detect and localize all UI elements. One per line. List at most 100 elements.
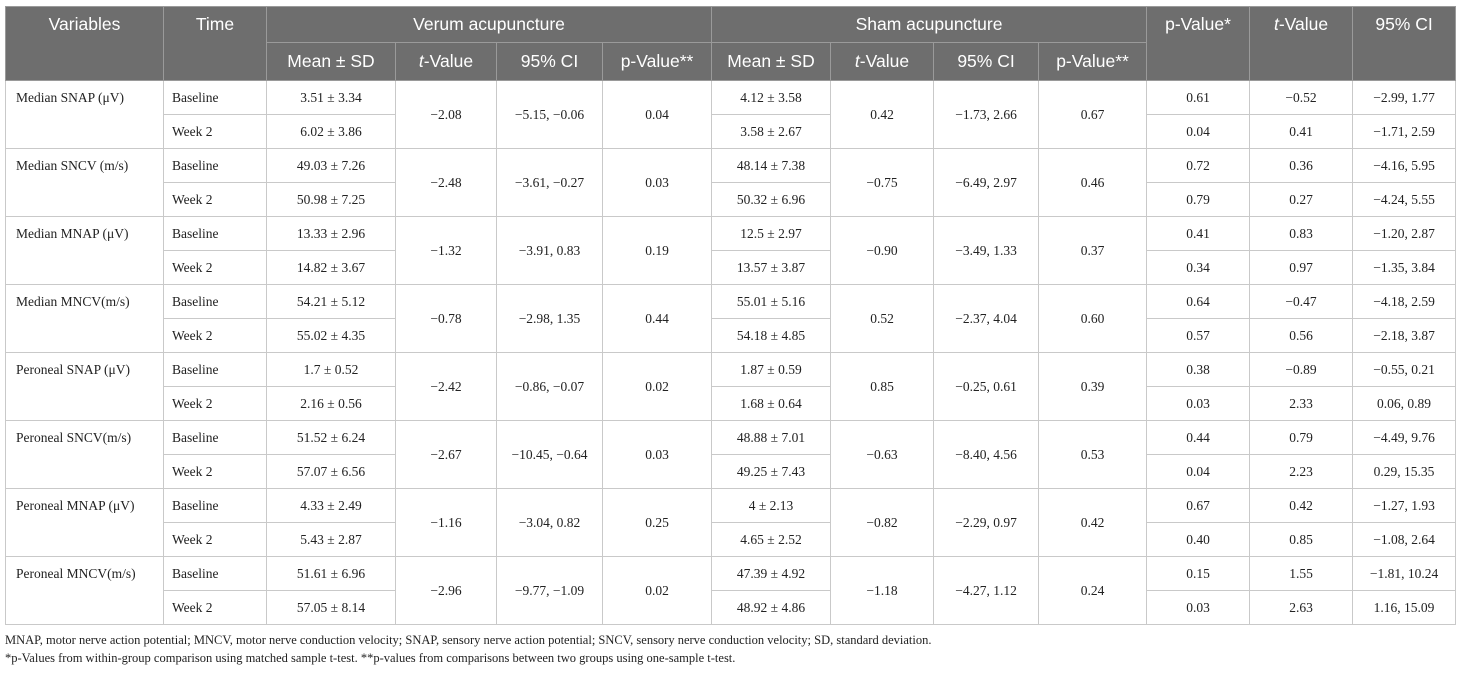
table-row: Median MNCV(m/s) Baseline 54.21 ± 5.12 −0.7… <box>5 284 1457 353</box>
footnote-abbreviations: MNAP, motor nerve action potential; MNCV… <box>5 633 932 647</box>
between-ci: −4.18, 2.59 <box>1352 284 1457 319</box>
between-t-value: 0.83 <box>1249 216 1354 251</box>
between-t-value: 1.55 <box>1249 556 1354 591</box>
between-ci: −4.16, 5.95 <box>1352 148 1457 183</box>
sham-mean-sd: 50.32 ± 6.96 <box>711 182 832 217</box>
results-table: Variables Time Verum acupuncture Sham ac… <box>5 6 1457 625</box>
sham-mean-sd: 54.18 ± 4.85 <box>711 318 832 353</box>
t-italic: t <box>1273 14 1279 34</box>
sham-t-value: −0.90 <box>830 216 935 285</box>
results-table-container: Variables Time Verum acupuncture Sham ac… <box>5 6 1457 667</box>
table-row: Peroneal SNAP (μV) Baseline 1.7 ± 0.52 −2.4… <box>5 352 1457 421</box>
between-p-value: 0.04 <box>1146 114 1251 149</box>
verum-mean-sd: 2.16 ± 0.56 <box>266 386 396 421</box>
t-italic: t <box>418 51 424 71</box>
verum-ci: −9.77, −1.09 <box>496 556 603 625</box>
verum-t-value: −1.32 <box>395 216 497 285</box>
between-ci: −2.18, 3.87 <box>1352 318 1457 353</box>
sham-mean-sd: 48.92 ± 4.86 <box>711 590 832 625</box>
time-label: Baseline <box>163 556 267 591</box>
verum-ci: −0.86, −0.07 <box>496 352 603 421</box>
sham-p-value: 0.37 <box>1038 216 1148 285</box>
variable-name: Median SNAP (μV) <box>5 80 164 149</box>
between-t-value: 0.42 <box>1249 488 1354 523</box>
table-row: Week 2 57.07 ± 6.56 49.25 ± 7.43 0.04 2.23 0.… <box>6 454 1457 489</box>
between-p-value: 0.64 <box>1146 284 1251 319</box>
header-verum-p-value: p-Value** <box>601 42 713 81</box>
time-label: Baseline <box>163 216 267 251</box>
header-sham-mean-sd: Mean ± SD <box>711 42 832 81</box>
between-ci: −2.99, 1.77 <box>1352 80 1457 115</box>
verum-mean-sd: 54.21 ± 5.12 <box>266 284 396 319</box>
sham-ci: −3.49, 1.33 <box>933 216 1040 285</box>
variable-name: Peroneal MNCV(m/s) <box>5 556 164 625</box>
time-label: Week 2 <box>163 522 267 557</box>
between-p-value: 0.79 <box>1146 182 1251 217</box>
verum-mean-sd: 57.07 ± 6.56 <box>266 454 396 489</box>
sham-mean-sd: 1.68 ± 0.64 <box>711 386 832 421</box>
table-row: Week 2 57.05 ± 8.14 48.92 ± 4.86 0.03 2.63 1.… <box>6 590 1457 625</box>
time-label: Week 2 <box>163 114 267 149</box>
sham-t-value: 0.52 <box>830 284 935 353</box>
table-row: Week 2 6.02 ± 3.86 3.58 ± 2.67 0.04 0.41 −1.7… <box>6 114 1457 149</box>
sham-p-value: 0.42 <box>1038 488 1148 557</box>
verum-mean-sd: 14.82 ± 3.67 <box>266 250 396 285</box>
table-row: Week 2 2.16 ± 0.56 1.68 ± 0.64 0.03 2.33 0.06… <box>6 386 1457 421</box>
variable-name: Peroneal MNAP (μV) <box>5 488 164 557</box>
between-ci: 0.06, 0.89 <box>1352 386 1457 421</box>
header-verum-mean-sd: Mean ± SD <box>266 42 396 81</box>
between-p-value: 0.15 <box>1146 556 1251 591</box>
sham-mean-sd: 4 ± 2.13 <box>711 488 832 523</box>
verum-t-value: −1.16 <box>395 488 497 557</box>
between-p-value: 0.41 <box>1146 216 1251 251</box>
verum-mean-sd: 49.03 ± 7.26 <box>266 148 396 183</box>
header-sham-p-value: p-Value** <box>1038 42 1148 81</box>
verum-mean-sd: 13.33 ± 2.96 <box>266 216 396 251</box>
variable-name: Peroneal SNCV(m/s) <box>5 420 164 489</box>
verum-t-value: −0.78 <box>395 284 497 353</box>
header-p-value-between: p-Value* <box>1146 6 1251 81</box>
table-row: Week 2 55.02 ± 4.35 54.18 ± 4.85 0.57 0.56 −2… <box>6 318 1457 353</box>
table-footnotes: MNAP, motor nerve action potential; MNCV… <box>5 631 1455 667</box>
time-label: Baseline <box>163 488 267 523</box>
verum-ci: −5.15, −0.06 <box>496 80 603 149</box>
header-sham-ci: 95% CI <box>933 42 1040 81</box>
between-ci: −4.49, 9.76 <box>1352 420 1457 455</box>
verum-mean-sd: 3.51 ± 3.34 <box>266 80 396 115</box>
header-sham-acupuncture: Sham acupuncture <box>711 6 1148 43</box>
sham-mean-sd: 13.57 ± 3.87 <box>711 250 832 285</box>
sham-ci: −2.37, 4.04 <box>933 284 1040 353</box>
time-label: Week 2 <box>163 386 267 421</box>
sham-mean-sd: 4.65 ± 2.52 <box>711 522 832 557</box>
between-p-value: 0.40 <box>1146 522 1251 557</box>
between-t-value: 2.23 <box>1249 454 1354 489</box>
sham-p-value: 0.60 <box>1038 284 1148 353</box>
between-ci: −1.35, 3.84 <box>1352 250 1457 285</box>
table-row: Peroneal SNCV(m/s) Baseline 51.52 ± 6.24 −2… <box>5 420 1457 489</box>
variable-name: Median MNAP (μV) <box>5 216 164 285</box>
between-t-value: −0.47 <box>1249 284 1354 319</box>
t-value-suffix: -Value <box>423 51 474 71</box>
verum-mean-sd: 6.02 ± 3.86 <box>266 114 396 149</box>
between-ci: 0.29, 15.35 <box>1352 454 1457 489</box>
between-t-value: −0.52 <box>1249 80 1354 115</box>
between-t-value: 0.36 <box>1249 148 1354 183</box>
between-ci: −1.20, 2.87 <box>1352 216 1457 251</box>
between-ci: −0.55, 0.21 <box>1352 352 1457 387</box>
between-t-value: −0.89 <box>1249 352 1354 387</box>
sham-p-value: 0.39 <box>1038 352 1148 421</box>
verum-p-value: 0.44 <box>601 284 713 353</box>
header-verum-ci: 95% CI <box>496 42 603 81</box>
verum-mean-sd: 50.98 ± 7.25 <box>266 182 396 217</box>
between-p-value: 0.03 <box>1146 590 1251 625</box>
verum-mean-sd: 57.05 ± 8.14 <box>266 590 396 625</box>
time-label: Week 2 <box>163 182 267 217</box>
sham-t-value: −1.18 <box>830 556 935 625</box>
verum-t-value: −2.08 <box>395 80 497 149</box>
results-table-body: Median SNAP (μV) Baseline 3.51 ± 3.34 −2.08… <box>5 80 1457 625</box>
verum-p-value: 0.25 <box>601 488 713 557</box>
verum-t-value: −2.96 <box>395 556 497 625</box>
sham-p-value: 0.67 <box>1038 80 1148 149</box>
time-label: Week 2 <box>163 454 267 489</box>
time-label: Baseline <box>163 284 267 319</box>
